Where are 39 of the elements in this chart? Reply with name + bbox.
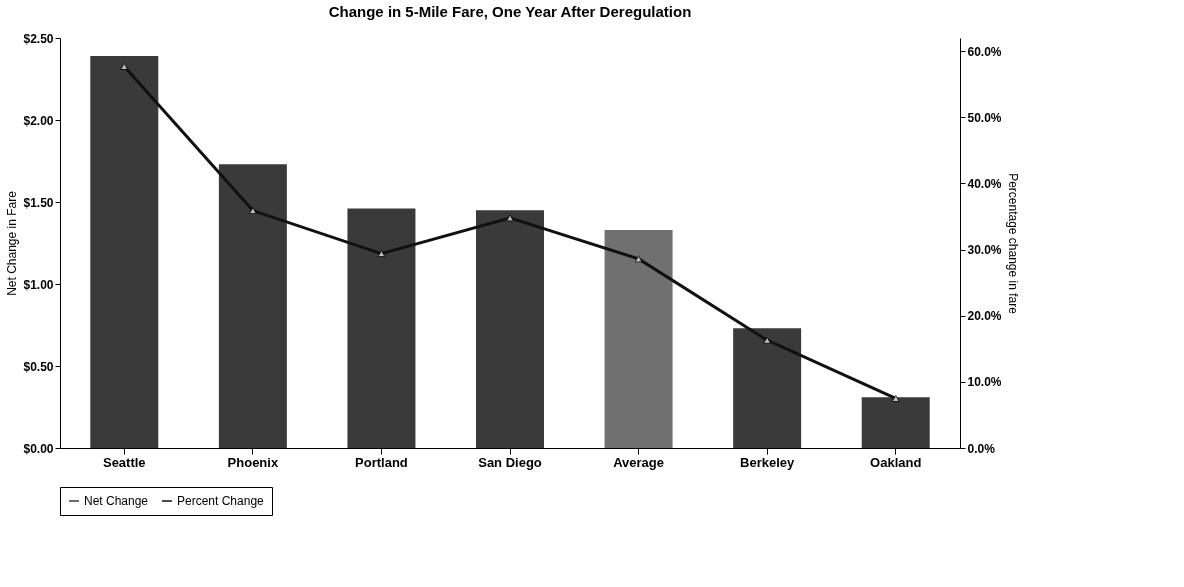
point [763,336,772,344]
y2-tick-label: 40.0% [967,176,1002,191]
point [891,394,900,402]
bar [604,229,673,448]
point [634,255,643,263]
y2-tick-label: 0.0% [967,441,996,456]
x-tick-label: Seattle [102,454,146,470]
x-tick-label: San Diego [478,454,542,470]
bar [733,328,802,448]
point [248,207,257,215]
y-tick-label: $1.00 [23,277,54,292]
x-tick-label: Portland [355,454,408,470]
y2-tick-label: 30.0% [967,243,1002,258]
bar [861,397,930,448]
bar [476,210,544,448]
y2-tick-label: 50.0% [967,110,1002,125]
y-axis-title: Net Change in Fare [5,190,20,296]
bar [347,208,416,448]
legend-label: Net Change [84,494,149,508]
y2-tick-label: 20.0% [967,309,1002,324]
y-tick-label: $2.50 [23,31,54,46]
point [120,62,129,70]
chart-title: Change in 5-Mile Fare, One Year After Deregulation [328,3,692,20]
y2-axis-title: Percentage change in fare [1005,173,1020,315]
y-tick-label: $0.00 [23,441,54,456]
x-tick-label: Oakland [870,454,922,470]
y-tick-label: $2.00 [23,113,54,128]
y-tick-label: $1.50 [23,195,54,210]
bar [90,56,159,448]
y-tick-label: $0.50 [23,359,54,374]
x-tick-label: Phoenix [227,454,279,470]
legend-label: Percent Change [177,494,265,508]
point [505,214,515,222]
point [377,250,386,258]
x-tick-label: Average [613,454,664,470]
bar [218,164,287,448]
y2-tick-label: 60.0% [967,44,1002,59]
y2-tick-label: 10.0% [967,375,1002,390]
x-tick-label: Berkeley [740,454,796,470]
